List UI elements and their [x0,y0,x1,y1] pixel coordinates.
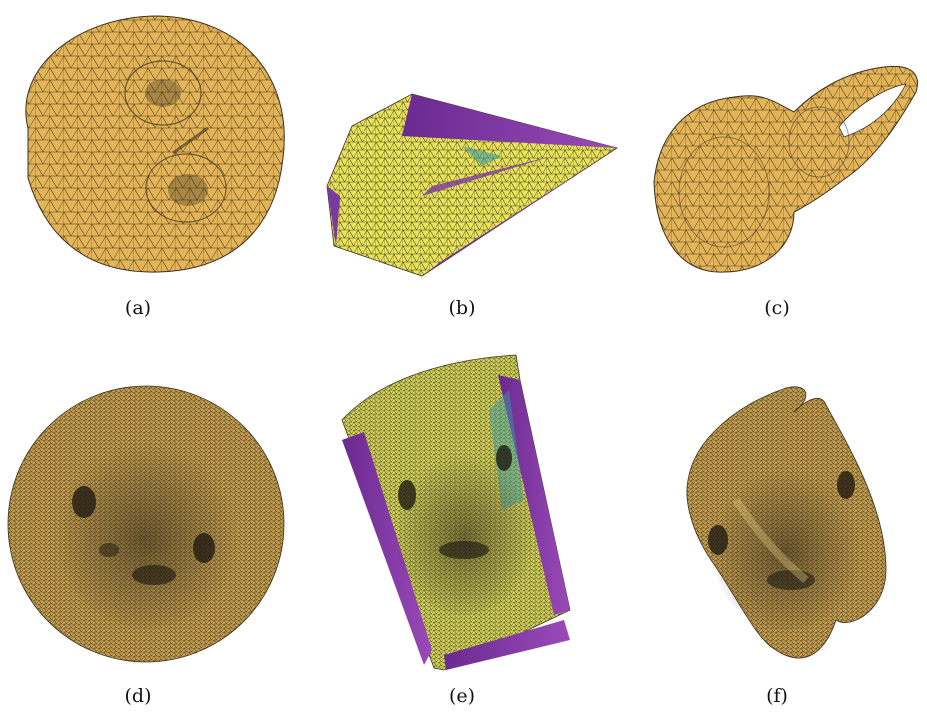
caption-e: (e) [448,685,476,707]
panel-a [8,8,293,278]
caption-f: (f) [766,685,788,707]
panel-f [676,380,896,670]
caption-d: (d) [124,685,152,707]
panel-c [644,62,924,277]
panel-e [334,350,574,672]
dense-mesh-irregular-face-image [686,386,887,659]
caption-b: (b) [448,297,476,319]
dense-mesh-disk-face-image [7,385,285,663]
dense-mesh-quad-distorted-face-image [341,354,571,671]
caption-c: (c) [764,297,790,319]
panel-d [4,380,289,670]
mesh-tetragon-distorted-image [326,93,618,277]
panel-b [322,86,622,286]
mesh-irregular-shape-image [653,65,918,273]
caption-a: (a) [124,297,152,319]
mesh-disk-flattened-image [25,15,285,273]
